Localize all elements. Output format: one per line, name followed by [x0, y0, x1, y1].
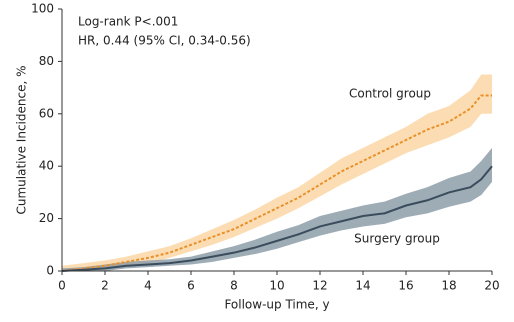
y-tick-label: 0	[46, 264, 54, 278]
x-tick-label: 4	[144, 279, 152, 293]
x-tick-label: 20	[484, 279, 499, 293]
x-tick-label: 14	[355, 279, 370, 293]
confidence-band	[62, 147, 492, 271]
x-tick-label: 16	[398, 279, 413, 293]
y-axis-title: Cumulative Incidence, %	[15, 66, 29, 215]
series-line	[61, 94, 492, 272]
series-label: Surgery group	[354, 232, 440, 246]
x-tick-label: 18	[441, 279, 456, 293]
annotation: Log-rank P<.001	[78, 15, 178, 29]
y-tick-label: 100	[31, 2, 54, 16]
x-tick-label: 6	[187, 279, 195, 293]
y-tick-label: 20	[39, 211, 54, 225]
y-tick-label: 40	[39, 159, 54, 173]
x-axis-title: Follow-up Time, y	[224, 298, 329, 312]
x-tick-label: 8	[230, 279, 238, 293]
series-line	[61, 165, 493, 272]
y-tick-label: 60	[39, 106, 54, 120]
y-tick-label: 80	[39, 54, 54, 68]
x-tick-label: 0	[58, 279, 66, 293]
x-tick-label: 12	[312, 279, 327, 293]
annotation: HR, 0.44 (95% CI, 0.34-0.56)	[78, 34, 251, 48]
x-tick-label: 10	[269, 279, 284, 293]
x-tick-label: 2	[101, 279, 109, 293]
series-label: Control group	[349, 87, 431, 101]
